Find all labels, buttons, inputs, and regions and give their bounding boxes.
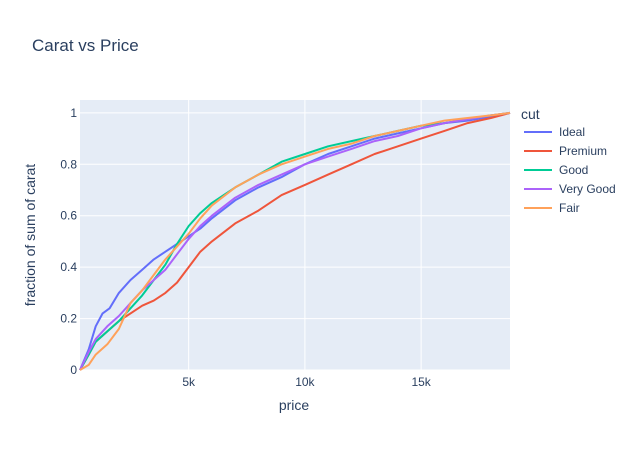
legend-item-ideal[interactable]: Ideal bbox=[524, 125, 585, 139]
legend-item-premium[interactable]: Premium bbox=[524, 144, 607, 158]
x-tick-label: 10k bbox=[295, 375, 315, 389]
x-axis-ticks: 5k 10k 15k bbox=[182, 375, 431, 389]
legend[interactable]: Ideal Premium Good Very Good Fair bbox=[524, 125, 616, 215]
legend-item-good[interactable]: Good bbox=[524, 163, 588, 177]
y-axis-ticks: 0 0.2 0.4 0.6 0.8 1 bbox=[60, 106, 77, 377]
legend-title: cut bbox=[521, 106, 540, 122]
y-tick-label: 0.6 bbox=[60, 209, 77, 223]
gridlines bbox=[80, 100, 510, 371]
legend-item-fair[interactable]: Fair bbox=[524, 201, 580, 215]
x-axis-title: price bbox=[279, 397, 310, 413]
y-tick-label: 0.8 bbox=[60, 157, 77, 171]
y-axis-title: fraction of sum of carat bbox=[22, 164, 38, 307]
y-tick-label: 0.4 bbox=[60, 260, 77, 274]
legend-label: Very Good bbox=[559, 182, 616, 196]
legend-label: Fair bbox=[559, 201, 580, 215]
x-tick-label: 5k bbox=[182, 375, 196, 389]
series-lines bbox=[79, 111, 511, 371]
y-tick-label: 0 bbox=[70, 363, 77, 377]
chart-title: Carat vs Price bbox=[32, 36, 139, 55]
series-line-very-good bbox=[79, 111, 511, 371]
series-line-fair bbox=[79, 111, 511, 371]
plot-area bbox=[80, 100, 510, 370]
x-tick-label: 15k bbox=[411, 375, 431, 389]
legend-label: Premium bbox=[559, 144, 607, 158]
y-tick-label: 1 bbox=[70, 106, 77, 120]
legend-item-very-good[interactable]: Very Good bbox=[524, 182, 616, 196]
legend-label: Good bbox=[559, 163, 588, 177]
y-tick-label: 0.2 bbox=[60, 312, 77, 326]
legend-label: Ideal bbox=[559, 125, 585, 139]
